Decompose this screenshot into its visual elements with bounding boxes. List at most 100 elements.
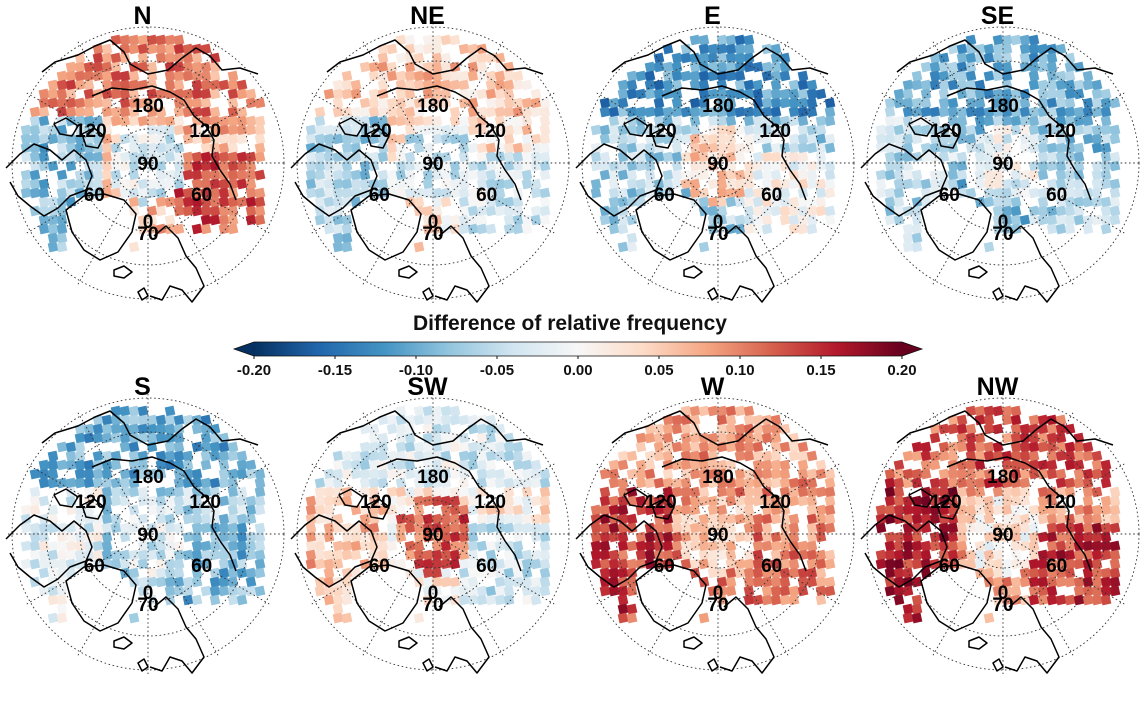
grid-cell <box>209 196 221 208</box>
grid-cell <box>236 468 248 480</box>
grid-cell <box>1091 79 1103 91</box>
grid-cell <box>974 522 986 534</box>
grid-cell <box>806 97 818 109</box>
grid-cell <box>815 567 827 579</box>
grid-cell <box>29 504 41 516</box>
grid-cell <box>671 52 683 64</box>
grid-cell <box>521 558 533 570</box>
grid-cell <box>413 513 425 525</box>
grid-cell <box>680 540 692 552</box>
grid-cell <box>707 477 719 489</box>
grid-cell <box>644 106 656 118</box>
grid-cell <box>431 423 443 435</box>
grid-cell <box>440 558 452 570</box>
grid-cell <box>797 477 809 489</box>
grid-cell <box>902 612 914 624</box>
coord-label-lon-0: 0 <box>998 212 1009 233</box>
grid-cell <box>884 477 896 489</box>
grid-cell <box>341 531 353 543</box>
grid-cell <box>761 423 773 435</box>
grid-cell <box>788 585 800 597</box>
grid-cell <box>245 513 257 525</box>
grid-cell <box>404 513 416 525</box>
grid-cell <box>893 567 905 579</box>
grid-cell <box>815 486 827 498</box>
grid-cell <box>734 52 746 64</box>
grid-cell <box>218 115 230 127</box>
grid-cell <box>377 540 389 552</box>
grid-cell <box>494 70 506 82</box>
grid-cell <box>716 540 728 552</box>
grid-cell <box>1001 477 1013 489</box>
grid-cell <box>164 169 176 181</box>
grid-cell <box>608 187 620 199</box>
grid-cell <box>476 169 488 181</box>
grid-cell <box>65 504 77 516</box>
grid-cell <box>38 540 50 552</box>
grid-cell <box>332 468 344 480</box>
grid-cell <box>137 115 149 127</box>
grid-cell <box>911 558 923 570</box>
grid-cell <box>974 459 986 471</box>
grid-cell <box>218 441 230 453</box>
grid-cell <box>671 549 683 561</box>
grid-cell <box>752 61 764 73</box>
grid-cell <box>227 504 239 516</box>
grid-cell <box>653 115 665 127</box>
grid-cell <box>1100 540 1112 552</box>
grid-cell <box>503 585 515 597</box>
grid-cell <box>74 540 86 552</box>
grid-cell <box>101 61 113 73</box>
grid-cell <box>617 169 629 181</box>
grid-cell <box>947 423 959 435</box>
grid-cell <box>128 34 140 46</box>
grid-cell <box>395 558 407 570</box>
grid-cell <box>146 115 158 127</box>
grid-cell <box>1046 106 1058 118</box>
grid-cell <box>734 423 746 435</box>
grid-cell <box>590 504 602 516</box>
grid-cell <box>512 70 524 82</box>
grid-cell <box>1064 423 1076 435</box>
grid-cell <box>1055 558 1067 570</box>
grid-cell <box>305 504 317 516</box>
grid-cell <box>485 187 497 199</box>
grid-cell <box>707 549 719 561</box>
grid-cell <box>503 549 515 561</box>
grid-cell <box>146 522 158 534</box>
grid-cell <box>173 486 185 498</box>
grid-cell <box>752 88 764 100</box>
grid-cell <box>20 124 32 136</box>
grid-cell <box>521 214 533 226</box>
grid-cell <box>494 106 506 118</box>
grid-cell <box>368 115 380 127</box>
grid-cell <box>449 468 461 480</box>
grid-cell <box>74 432 86 444</box>
grid-cell <box>110 106 122 118</box>
grid-cell <box>155 205 167 217</box>
grid-cell <box>413 495 425 507</box>
grid-cell <box>983 495 995 507</box>
grid-cell <box>779 115 791 127</box>
grid-cell <box>530 495 542 507</box>
grid-cell <box>395 522 407 534</box>
grid-cell <box>815 151 827 163</box>
grid-cell <box>1028 70 1040 82</box>
grid-cell <box>752 223 764 235</box>
grid-cell <box>314 124 326 136</box>
grid-cell <box>1100 115 1112 127</box>
grid-cell <box>494 567 506 579</box>
grid-cell <box>644 540 656 552</box>
grid-cell <box>743 441 755 453</box>
grid-cell <box>1100 151 1112 163</box>
grid-cell <box>1010 405 1022 417</box>
grid-cell <box>20 151 32 163</box>
grid-cell <box>725 97 737 109</box>
grid-cell <box>1046 142 1058 154</box>
grid-cell <box>635 504 647 516</box>
grid-cell <box>305 133 317 145</box>
grid-cell <box>725 160 737 172</box>
grid-cell <box>761 178 773 190</box>
grid-cell <box>368 97 380 109</box>
grid-cell <box>983 241 995 253</box>
